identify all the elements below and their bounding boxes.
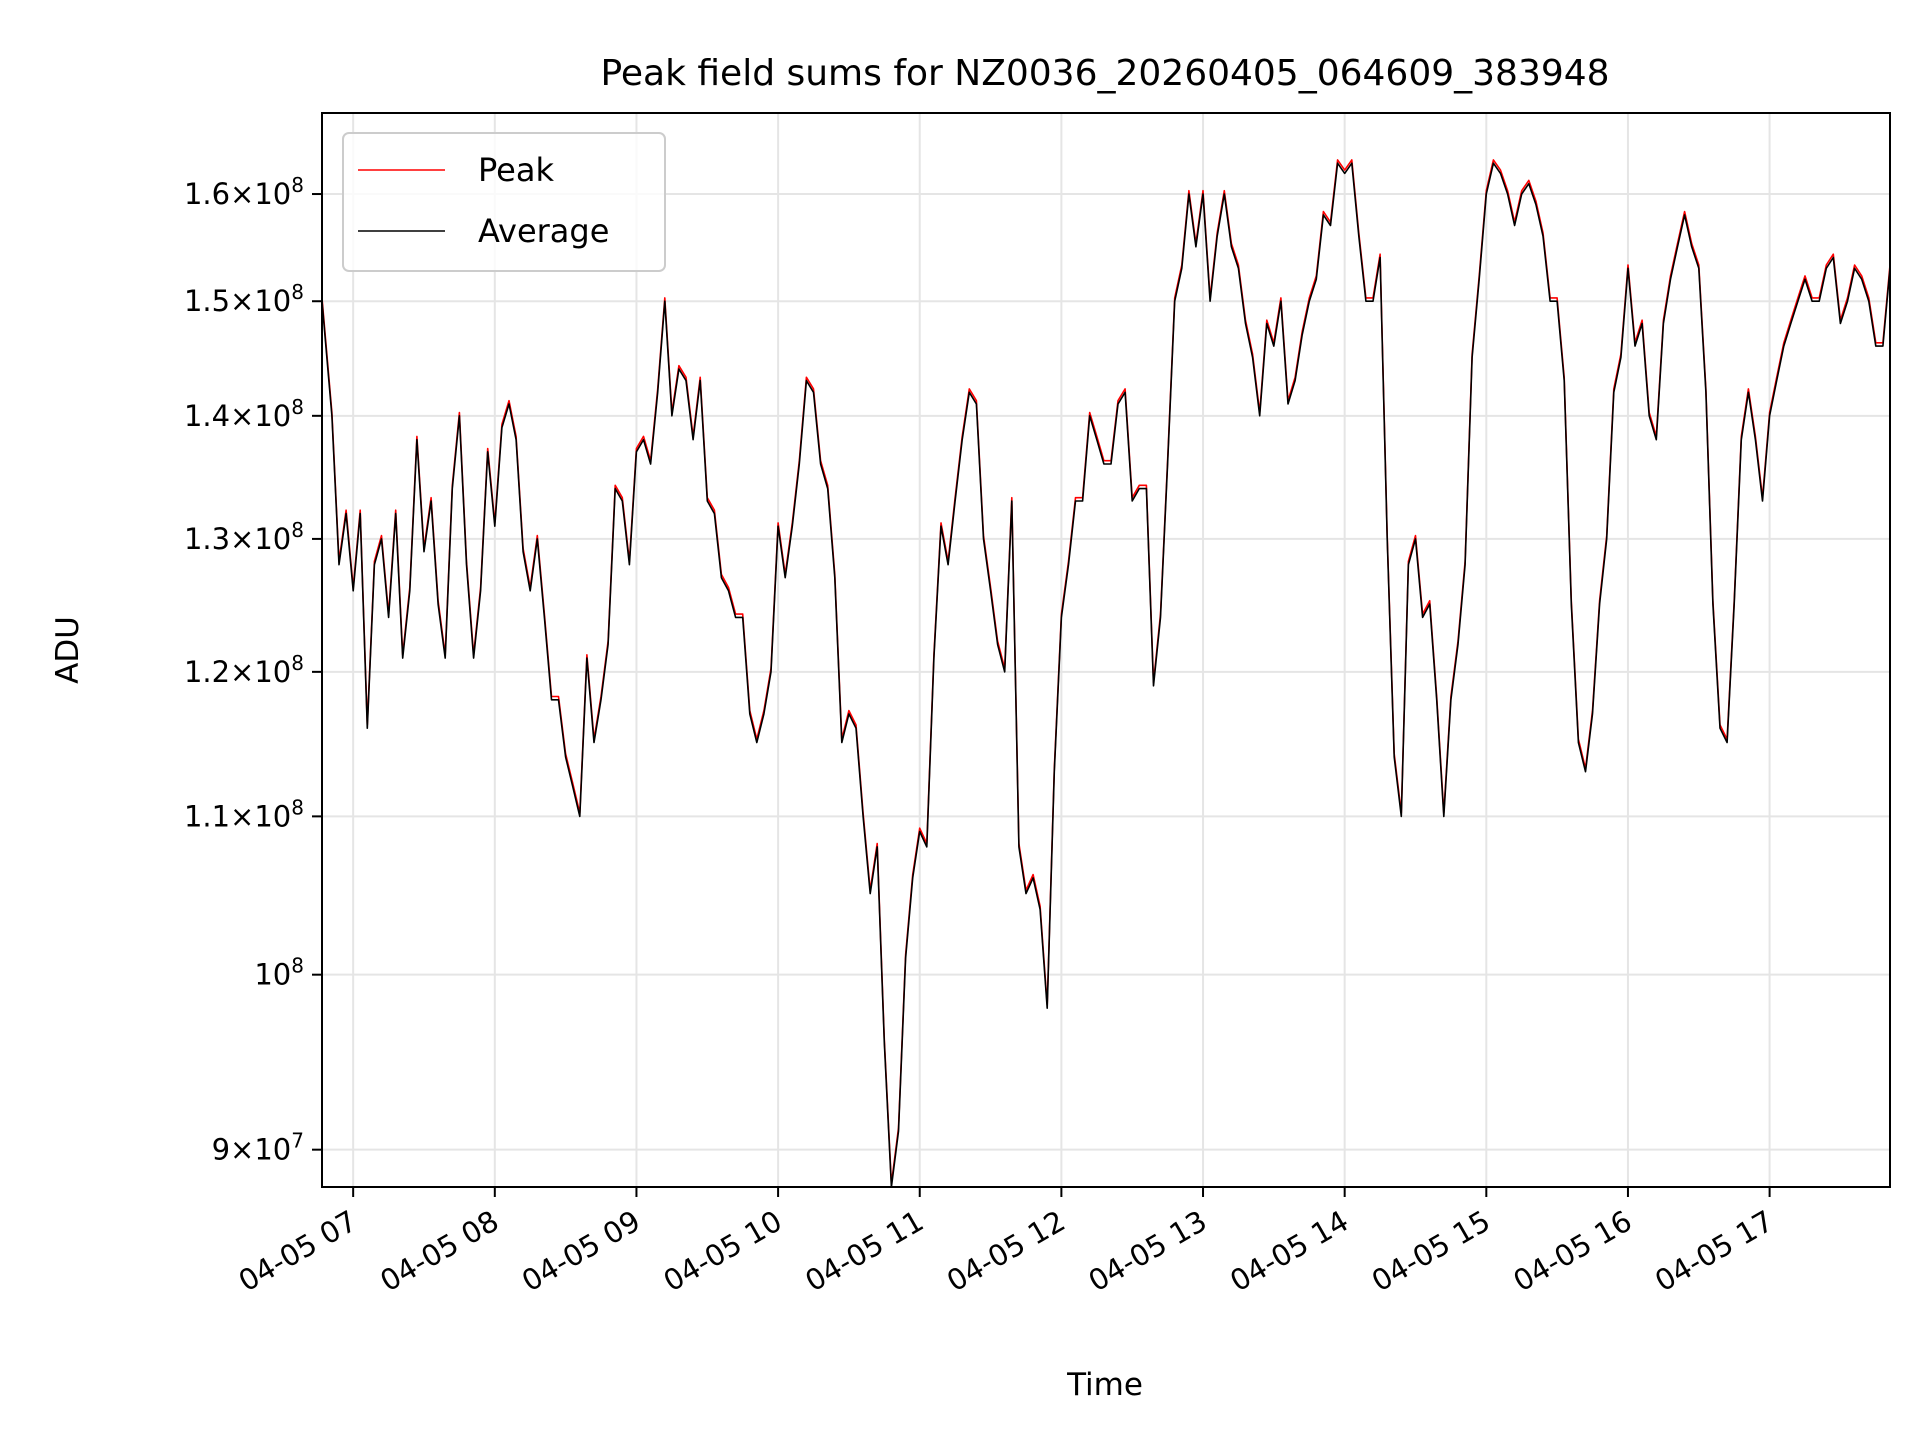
legend-label-peak: Peak <box>478 151 554 189</box>
series-lines <box>322 159 1890 1187</box>
grid-lines <box>322 113 1890 1187</box>
legend: Peak Average <box>342 132 666 272</box>
y-tick-label: 1.5×108 <box>184 280 304 318</box>
chart-title: Peak field sums for NZ0036_20260405_0646… <box>600 53 1609 94</box>
y-axis-label: ADU <box>50 616 86 684</box>
y-tick-label: 1.2×108 <box>184 651 304 689</box>
x-axis-label: Time <box>1066 1367 1143 1403</box>
plot-area-frame <box>321 112 1891 1188</box>
y-tick-label: 1.4×108 <box>184 395 304 433</box>
y-tick-label: 108 <box>254 954 304 992</box>
legend-box <box>342 132 666 272</box>
y-tick-label: 1.6×108 <box>184 173 304 211</box>
series-line-average <box>322 162 1890 1187</box>
y-axis-ticks: 9×107 108 1.1×108 1.2×108 1.3×108 1.4×108 1.5×… <box>184 173 322 1167</box>
y-tick-label: 9×107 <box>212 1129 304 1167</box>
y-tick-label: 1.3×108 <box>184 518 304 556</box>
legend-label-average: Average <box>478 212 609 250</box>
y-tick-label: 1.1×108 <box>184 795 304 833</box>
